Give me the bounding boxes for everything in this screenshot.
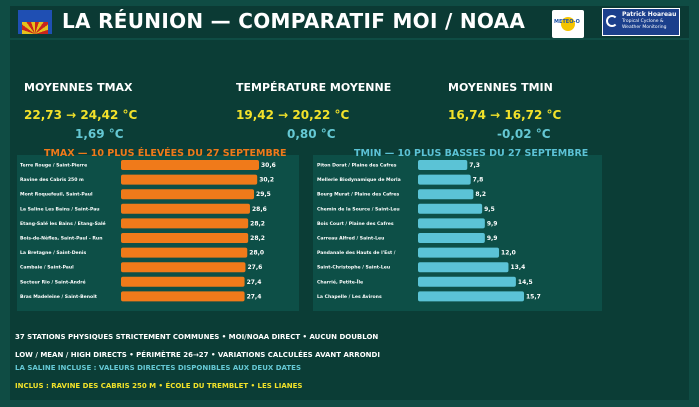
bar-label: La Chapelle / Les Avirons [317, 294, 382, 300]
bar-label: Mont Roquefeuil, Saint-Paul [20, 192, 93, 198]
bar [418, 174, 471, 185]
bar-label: Bois Court / Plaine des Cafres [317, 221, 394, 227]
bar-value-label: 7,8 [473, 177, 484, 184]
logo-name: Patrick Hoareau [622, 11, 677, 18]
bar [121, 233, 249, 243]
footer-line-1: 37 STATIONS PHYSIQUES STRICTEMENT COMMUN… [15, 333, 379, 341]
tmean-stat-range: 19,42 → 20,22 °C [236, 108, 350, 122]
bar-value-label: 27,4 [247, 293, 262, 300]
bar [418, 160, 468, 170]
tmin-chart-svg: Piton Dorat / Plaine des Cafres 7,3 Meller… [317, 160, 541, 302]
bar [121, 160, 259, 170]
bar-label: Bras Madeleine / Saint-Benoît [20, 293, 98, 300]
bar-label: Saint-Christophe / Saint-Leu [317, 265, 390, 271]
bar-label: Pandanale des Hauts de l'Est / [317, 250, 396, 256]
bar [121, 276, 245, 287]
bar [418, 189, 474, 200]
bar-value-label: 13,4 [510, 264, 525, 271]
bar [418, 276, 516, 287]
bar-label: La Bretagne / Saint-Denis [20, 250, 86, 256]
bar-label: Secteur Rio / Saint-André [20, 278, 86, 285]
bar-value-label: 9,9 [487, 220, 498, 227]
bar-label: Ravine des Cabris 250 m [20, 177, 84, 183]
tmax-stat-label: MOYENNES TMAX [24, 81, 133, 94]
bar [121, 203, 250, 214]
bar [418, 218, 485, 229]
bar-label: Piton Dorat / Plaine des Cafres [317, 163, 397, 169]
footer-line-4: INCLUS : RAVINE DES CABRIS 250 M • ÉCOLE… [15, 382, 303, 390]
bar-label: Bois-de-Nèfles, Saint-Paul - Run [20, 235, 102, 242]
bar-label: Terre Rouge / Saint-Pierre [20, 163, 87, 169]
tmin-stat-delta: -0,02 °C [497, 127, 551, 141]
bar-label: Etang-Salé les Bains / Etang-Salé [20, 220, 106, 227]
tmean-stat-label: TEMPÉRATURE MOYENNE [236, 81, 392, 94]
tmax-stat-range: 22,73 → 24,42 °C [24, 108, 138, 122]
tmax-chart-svg: Terre Rouge / Saint-Pierre 30,6 Ravine des… [20, 160, 276, 302]
bar-value-label: 12,0 [501, 250, 516, 257]
bar-value-label: 28,2 [250, 220, 265, 227]
bar-value-label: 28,0 [249, 250, 264, 257]
bar-value-label: 15,7 [526, 293, 541, 300]
bar [418, 247, 500, 258]
bar [121, 189, 255, 200]
bar-value-label: 29,5 [256, 191, 271, 198]
bar [121, 247, 248, 258]
bar [418, 233, 485, 243]
reunion-flag-icon [18, 10, 52, 34]
bar-value-label: 27,6 [247, 264, 262, 271]
sun-icon [561, 17, 575, 31]
bar-value-label: 27,4 [247, 279, 262, 286]
tmax-stat-delta: 1,69 °C [75, 127, 124, 141]
footer-line-2: LOW / MEAN / HIGH DIRECTS • PÉRIMÈTRE 26… [15, 351, 380, 359]
bar-value-label: 8,2 [475, 191, 486, 198]
bar-value-label: 28,2 [250, 235, 265, 242]
bar-label: Cambaie / Saint-Paul [20, 265, 74, 271]
bar-label: Carreau Alfred / Saint-Leu [317, 236, 384, 242]
bar-value-label: 14,5 [518, 279, 533, 286]
bar-value-label: 9,5 [484, 206, 495, 213]
tmax-chart: Terre Rouge / Saint-Pierre 30,6 Ravine des… [17, 155, 299, 311]
meteo-logo: METEO-O [552, 10, 584, 38]
tmin-stat-range: 16,74 → 16,72 °C [448, 108, 562, 122]
footer-line-3: LA SALINE INCLUSE : VALEURS DIRECTES DIS… [15, 364, 301, 372]
tmin-chart: Piton Dorat / Plaine des Cafres 7,3 Meller… [313, 155, 602, 311]
bar [418, 291, 524, 302]
logo-subtitle: Tropical Cyclone & Weather Monitoring [622, 19, 667, 30]
bar [418, 203, 483, 214]
bar [418, 262, 509, 273]
cyclone-icon [606, 15, 618, 27]
bar-value-label: 30,6 [261, 162, 276, 169]
bar-value-label: 28,6 [252, 206, 267, 213]
page-title: LA RÉUNION — COMPARATIF MOI / NOAA [62, 9, 526, 33]
meteo-logo-text: METEO-O [554, 19, 580, 25]
bar-value-label: 30,2 [259, 177, 274, 184]
tmean-stat-delta: 0,80 °C [287, 127, 336, 141]
bar-label: Chemin de la Source / Saint-Leu [317, 206, 400, 212]
bar-label: Bourg Murat / Plaine des Cafres [317, 192, 400, 198]
patrick-hoareau-logo: Patrick Hoareau Tropical Cyclone & Weath… [602, 8, 680, 36]
bar [121, 174, 258, 185]
tmax-chart-title: TMAX — 10 PLUS ÉLEVÉES DU 27 SEPTEMBRE [44, 148, 287, 159]
bar [121, 218, 249, 229]
bar-label: Mellerie Biodynamique de Morla [317, 177, 401, 183]
bar-value-label: 7,3 [469, 162, 480, 169]
bar [121, 291, 245, 302]
bar-label: Charrié, Petite-Île [317, 277, 363, 285]
bar-label: La Saline Les Bains / Saint-Pau [20, 206, 100, 212]
tmin-stat-label: MOYENNES TMIN [448, 81, 553, 94]
tmin-chart-title: TMIN — 10 PLUS BASSES DU 27 SEPTEMBRE [354, 148, 589, 159]
bar [121, 262, 246, 273]
bar-value-label: 9,9 [487, 235, 498, 242]
